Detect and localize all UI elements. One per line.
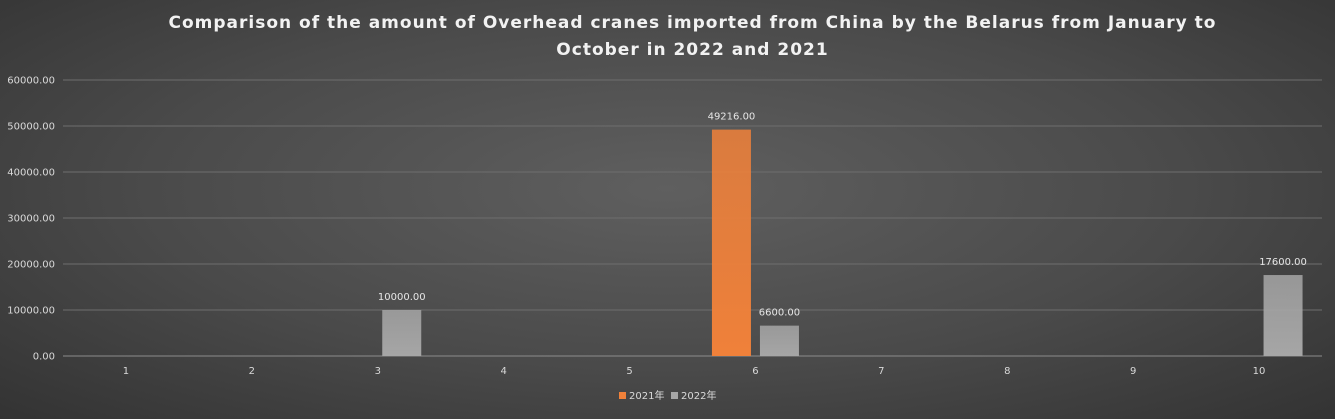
legend-label: 2022年 xyxy=(681,389,716,402)
chart-title-line-1: Comparison of the amount of Overhead cra… xyxy=(168,13,1217,33)
y-tick-label: 20000.00 xyxy=(7,260,55,271)
bar xyxy=(382,310,422,356)
bar xyxy=(1263,275,1303,356)
x-tick-label: 1 xyxy=(123,366,129,377)
data-label: 6600.00 xyxy=(759,308,800,319)
bar xyxy=(711,129,751,356)
y-tick-label: 10000.00 xyxy=(7,306,55,317)
legend-label: 2021年 xyxy=(629,389,664,402)
x-tick-label: 8 xyxy=(1004,366,1010,377)
data-label: 17600.00 xyxy=(1259,257,1307,268)
x-tick-label: 6 xyxy=(752,366,758,377)
chart-title-line-2: October in 2022 and 2021 xyxy=(556,40,829,60)
legend-swatch xyxy=(619,392,626,399)
x-tick-label: 5 xyxy=(626,366,632,377)
x-tick-label: 2 xyxy=(249,366,255,377)
y-tick-label: 40000.00 xyxy=(7,168,55,179)
legend-swatch xyxy=(671,392,678,399)
x-tick-label: 10 xyxy=(1253,366,1266,377)
data-label: 49216.00 xyxy=(708,112,756,123)
x-tick-label: 7 xyxy=(878,366,884,377)
y-tick-label: 50000.00 xyxy=(7,122,55,133)
y-tick-label: 60000.00 xyxy=(7,76,55,87)
data-label: 10000.00 xyxy=(378,292,426,303)
x-tick-label: 4 xyxy=(500,366,506,377)
bar xyxy=(759,325,799,356)
chart-title: Comparison of the amount of Overhead cra… xyxy=(0,10,1335,64)
x-tick-label: 3 xyxy=(375,366,381,377)
x-tick-label: 9 xyxy=(1130,366,1136,377)
y-tick-label: 0.00 xyxy=(33,352,55,363)
y-tick-label: 30000.00 xyxy=(7,214,55,225)
